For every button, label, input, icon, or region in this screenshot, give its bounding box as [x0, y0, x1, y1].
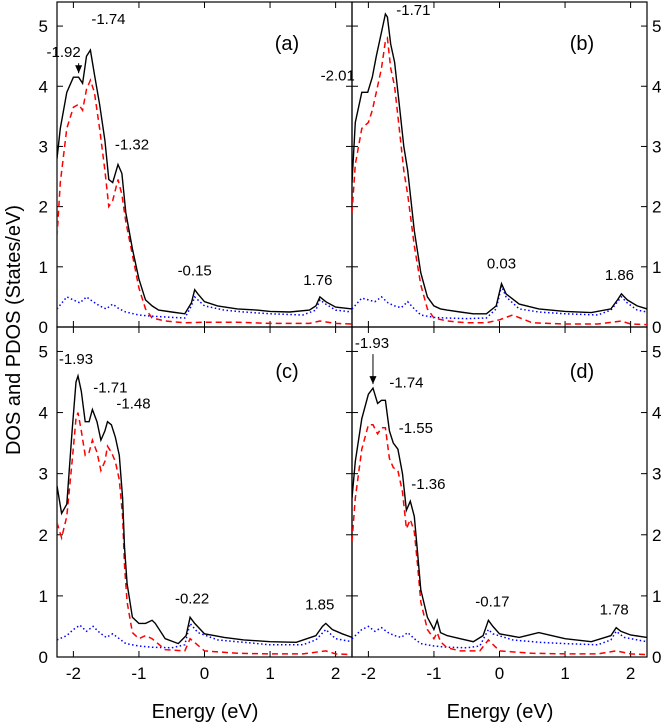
- y-tick-label: 3: [652, 137, 661, 156]
- peak-label: -1.71: [396, 2, 430, 19]
- panel-2: -2 -1 0 1 2 0 1 2 3 4 5 (c) -1.93-1.71-1.48 -0.22 1.85: [39, 326, 353, 683]
- x-tick-label: -2: [66, 664, 81, 683]
- series-dashed-line: [57, 78, 352, 325]
- panel-tag: (d): [570, 361, 594, 383]
- y-tick-label: 1: [652, 258, 661, 277]
- y-tick-label: 0: [39, 648, 48, 667]
- panel-tag: (a): [275, 33, 299, 55]
- peak-label: 1.78: [600, 602, 629, 619]
- x-tick-label: 2: [331, 664, 340, 683]
- series-solid-line: [57, 48, 352, 315]
- series-dotted-line: [57, 295, 352, 319]
- peak-label: 1.76: [303, 272, 332, 289]
- y-tick-label: 2: [652, 526, 661, 545]
- peak-label: -1.92: [47, 44, 81, 61]
- x-axis-title-left: Energy (eV): [152, 701, 259, 723]
- series-dashed-line: [352, 424, 647, 656]
- panel-3: -2 -1 0 1 2012345(d)-1.93-1.74-1.55-1.36-0.1…: [351, 326, 661, 683]
- series-dashed-line: [57, 412, 352, 656]
- y-tick-label: 5: [652, 17, 661, 36]
- x-tick-label: -1: [426, 664, 441, 683]
- peak-label: -0.17: [475, 593, 509, 610]
- y-tick-label: 3: [39, 137, 48, 156]
- series-solid-line: [352, 12, 647, 315]
- x-axis-title-right: Energy (eV): [447, 701, 554, 723]
- panels: 0 1 2 3 4 5 (a) -1.92 -1.74 -1.32 -0.15 1.76 0 1 2 3 4 5 (…: [39, 1, 661, 683]
- y-tick-label: 1: [39, 258, 48, 277]
- series-dotted-line: [57, 621, 352, 649]
- peak-label: -1.74: [389, 374, 423, 391]
- series-solid-line: [352, 386, 647, 643]
- x-tick-label: -2: [361, 664, 376, 683]
- x-tick-label: 0: [495, 664, 504, 683]
- y-tick-label: 2: [39, 526, 48, 545]
- y-tick-label: 1: [39, 587, 48, 606]
- series-dotted-line: [352, 283, 647, 320]
- peak-label: 0.03: [487, 256, 516, 273]
- peak-label: 1.86: [605, 267, 634, 284]
- series-solid-line: [57, 373, 352, 645]
- peak-label: -0.15: [178, 263, 212, 280]
- peak-label: -1.55: [399, 420, 433, 437]
- series-dashed-line: [352, 35, 647, 326]
- peak-label: -1.74: [91, 11, 125, 28]
- peak-label: -1.48: [116, 396, 150, 413]
- x-tick-label: 1: [265, 664, 274, 683]
- peak-label: -1.32: [115, 137, 149, 154]
- y-tick-label: 0: [39, 318, 48, 337]
- peak-arrow-head: [369, 376, 377, 385]
- panel-0: 0 1 2 3 4 5 (a) -1.92 -1.74 -1.32 -0.15 1.76: [39, 1, 353, 337]
- peak-label: 1.85: [305, 596, 334, 613]
- peak-arrow-head: [75, 65, 83, 74]
- y-tick-label: 2: [652, 198, 661, 217]
- y-axis-title: DOS and PDOS (States/eV): [3, 205, 25, 455]
- series-dotted-line: [352, 625, 647, 649]
- y-tick-label: 0: [652, 648, 661, 667]
- peak-label: -1.93: [355, 335, 389, 352]
- peak-label: -2.01: [321, 67, 355, 84]
- y-tick-label: 4: [652, 77, 661, 96]
- peak-label: -0.22: [175, 590, 209, 607]
- panel-tag: (b): [570, 33, 594, 55]
- y-tick-label: 3: [39, 465, 48, 484]
- y-tick-label: 1: [652, 587, 661, 606]
- y-tick-label: 5: [39, 342, 48, 361]
- y-tick-label: 4: [652, 404, 661, 423]
- y-tick-label: 2: [39, 198, 48, 217]
- y-tick-label: 3: [652, 465, 661, 484]
- y-tick-label: 5: [652, 342, 661, 361]
- y-tick-label: 0: [652, 318, 661, 337]
- peak-label: -1.36: [411, 476, 445, 493]
- peak-label: -1.93: [59, 351, 93, 368]
- panel-1: 0 1 2 3 4 5 (b) -2.01 -1.71 0.03 1.86: [321, 1, 661, 337]
- y-tick-label: 4: [39, 404, 48, 423]
- x-tick-label: 1: [560, 664, 569, 683]
- panel-frame: [351, 1, 648, 328]
- x-tick-label: 0: [200, 664, 209, 683]
- panel-tag: (c): [275, 361, 298, 383]
- x-tick-label: 2: [626, 664, 635, 683]
- y-tick-label: 4: [39, 77, 48, 96]
- peak-label: -1.71: [93, 380, 127, 397]
- x-tick-label: -1: [131, 664, 146, 683]
- y-tick-label: 5: [39, 17, 48, 36]
